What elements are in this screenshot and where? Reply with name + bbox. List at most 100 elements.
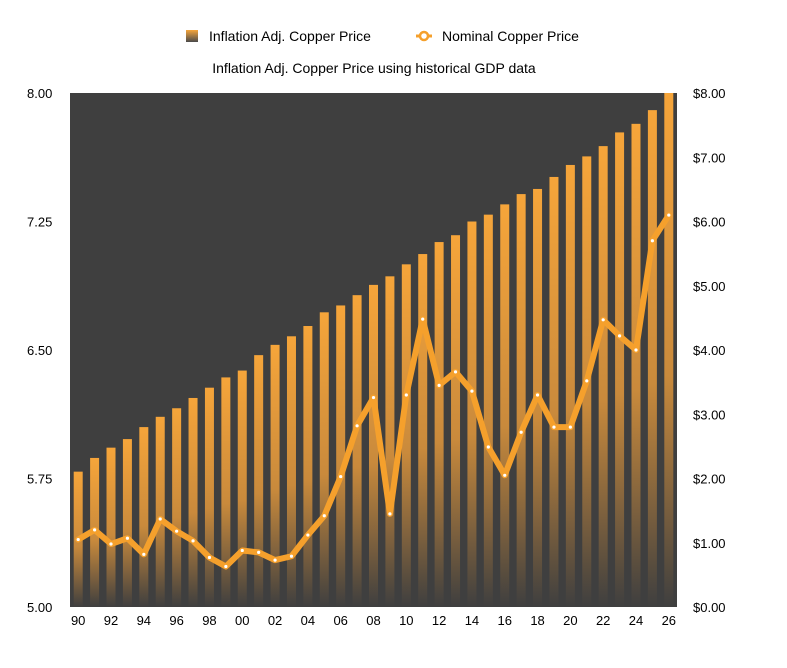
x-tick-label: 18 bbox=[530, 613, 544, 628]
bar-09 bbox=[385, 276, 395, 607]
bar-00 bbox=[237, 370, 247, 607]
nominal-point-06 bbox=[339, 474, 343, 479]
x-tick-label: 04 bbox=[301, 613, 315, 628]
bar-11 bbox=[418, 254, 428, 608]
nominal-point-07 bbox=[355, 424, 359, 428]
bar-02 bbox=[270, 344, 280, 607]
nominal-point-93 bbox=[125, 536, 130, 540]
nominal-point-02 bbox=[273, 558, 277, 562]
bar-13 bbox=[451, 235, 461, 607]
right-tick-label: $2.00 bbox=[693, 472, 726, 487]
nominal-point-22 bbox=[601, 318, 605, 322]
left-tick-label: 6.50 bbox=[27, 343, 52, 358]
bar-05 bbox=[319, 312, 329, 607]
x-tick-label: 26 bbox=[662, 613, 676, 628]
nominal-point-92 bbox=[109, 542, 113, 546]
bar-14 bbox=[467, 221, 477, 607]
nominal-point-90 bbox=[76, 537, 80, 542]
bar-07 bbox=[352, 295, 362, 607]
left-tick-label: 7.25 bbox=[27, 215, 52, 230]
bar-22 bbox=[598, 146, 608, 608]
x-tick-label: 14 bbox=[465, 613, 479, 628]
chart-title: Inflation Adj. Copper Price using histor… bbox=[212, 60, 536, 76]
nominal-point-18 bbox=[535, 393, 540, 397]
nominal-point-99 bbox=[224, 564, 228, 569]
x-tick-label: 96 bbox=[169, 613, 183, 628]
right-tick-label: $1.00 bbox=[693, 536, 726, 551]
nominal-point-21 bbox=[585, 379, 589, 383]
right-tick-label: $7.00 bbox=[693, 150, 726, 165]
bar-94 bbox=[139, 427, 149, 607]
x-tick-label: 20 bbox=[563, 613, 577, 628]
x-tick-label: 24 bbox=[629, 613, 643, 628]
nominal-point-14 bbox=[470, 389, 474, 393]
x-tick-label: 92 bbox=[104, 613, 118, 628]
nominal-point-05 bbox=[322, 514, 326, 518]
bar-99 bbox=[221, 377, 231, 607]
bar-04 bbox=[303, 326, 313, 607]
nominal-point-95 bbox=[158, 517, 162, 521]
bar-26 bbox=[664, 93, 674, 607]
nominal-point-09 bbox=[388, 512, 392, 516]
nominal-point-25 bbox=[650, 239, 654, 243]
right-tick-label: $3.00 bbox=[693, 407, 726, 422]
x-tick-label: 90 bbox=[71, 613, 85, 628]
bar-08 bbox=[369, 284, 378, 607]
nominal-point-26 bbox=[667, 213, 671, 217]
nominal-point-01 bbox=[257, 550, 261, 554]
right-axis: $0.00 $1.00 $2.00 $3.00 $4.00 $5.00 $6.00 $7.00… bbox=[693, 86, 726, 615]
x-tick-label: 10 bbox=[399, 613, 413, 628]
nominal-point-20 bbox=[568, 425, 572, 429]
nominal-point-13 bbox=[453, 370, 458, 374]
bar-97 bbox=[188, 397, 198, 607]
bar-98 bbox=[204, 387, 214, 607]
nominal-point-98 bbox=[207, 555, 212, 560]
left-tick-label: 5.75 bbox=[27, 472, 52, 487]
x-tick-label: 02 bbox=[268, 613, 282, 628]
nominal-point-03 bbox=[289, 554, 294, 558]
x-tick-label: 06 bbox=[333, 613, 347, 628]
bar-23 bbox=[615, 132, 625, 607]
nominal-point-19 bbox=[552, 425, 556, 429]
left-tick-label: 5.00 bbox=[27, 600, 52, 615]
bar-12 bbox=[434, 242, 444, 607]
legend-marker-nominal bbox=[418, 30, 430, 42]
x-tick-label: 94 bbox=[137, 613, 151, 628]
bar-19 bbox=[549, 176, 559, 607]
nominal-point-15 bbox=[486, 445, 490, 449]
nominal-point-23 bbox=[617, 334, 622, 338]
bar-01 bbox=[254, 355, 264, 607]
left-axis: 5.00 5.75 6.50 7.25 8.00 bbox=[27, 86, 52, 615]
bar-20 bbox=[565, 164, 575, 607]
x-tick-label: 08 bbox=[366, 613, 380, 628]
legend: Inflation Adj. Copper Price Nominal Copp… bbox=[186, 28, 579, 44]
x-tick-label: 00 bbox=[235, 613, 249, 628]
nominal-point-24 bbox=[634, 348, 638, 352]
right-tick-label: $5.00 bbox=[693, 279, 726, 294]
nominal-point-17 bbox=[519, 430, 523, 434]
legend-label-nominal: Nominal Copper Price bbox=[442, 28, 579, 44]
bar-95 bbox=[155, 416, 165, 607]
right-tick-label: $4.00 bbox=[693, 343, 726, 358]
nominal-point-00 bbox=[240, 548, 244, 553]
nominal-point-94 bbox=[142, 552, 146, 556]
bar-24 bbox=[631, 123, 641, 607]
nominal-point-91 bbox=[93, 528, 97, 532]
x-tick-label: 98 bbox=[202, 613, 216, 628]
bar-92 bbox=[106, 447, 116, 607]
nominal-point-96 bbox=[175, 529, 179, 533]
bar-16 bbox=[500, 204, 510, 607]
bar-96 bbox=[172, 408, 182, 607]
right-tick-label: $8.00 bbox=[693, 86, 726, 101]
bar-93 bbox=[122, 439, 132, 607]
nominal-point-08 bbox=[371, 395, 376, 400]
nominal-point-10 bbox=[404, 393, 408, 397]
x-tick-label: 16 bbox=[498, 613, 512, 628]
nominal-point-16 bbox=[503, 473, 507, 477]
right-tick-label: $6.00 bbox=[693, 215, 726, 230]
bar-10 bbox=[401, 264, 411, 607]
nominal-point-11 bbox=[421, 317, 425, 321]
legend-label-inflation-adj: Inflation Adj. Copper Price bbox=[209, 28, 371, 44]
x-tick-label: 22 bbox=[596, 613, 610, 628]
